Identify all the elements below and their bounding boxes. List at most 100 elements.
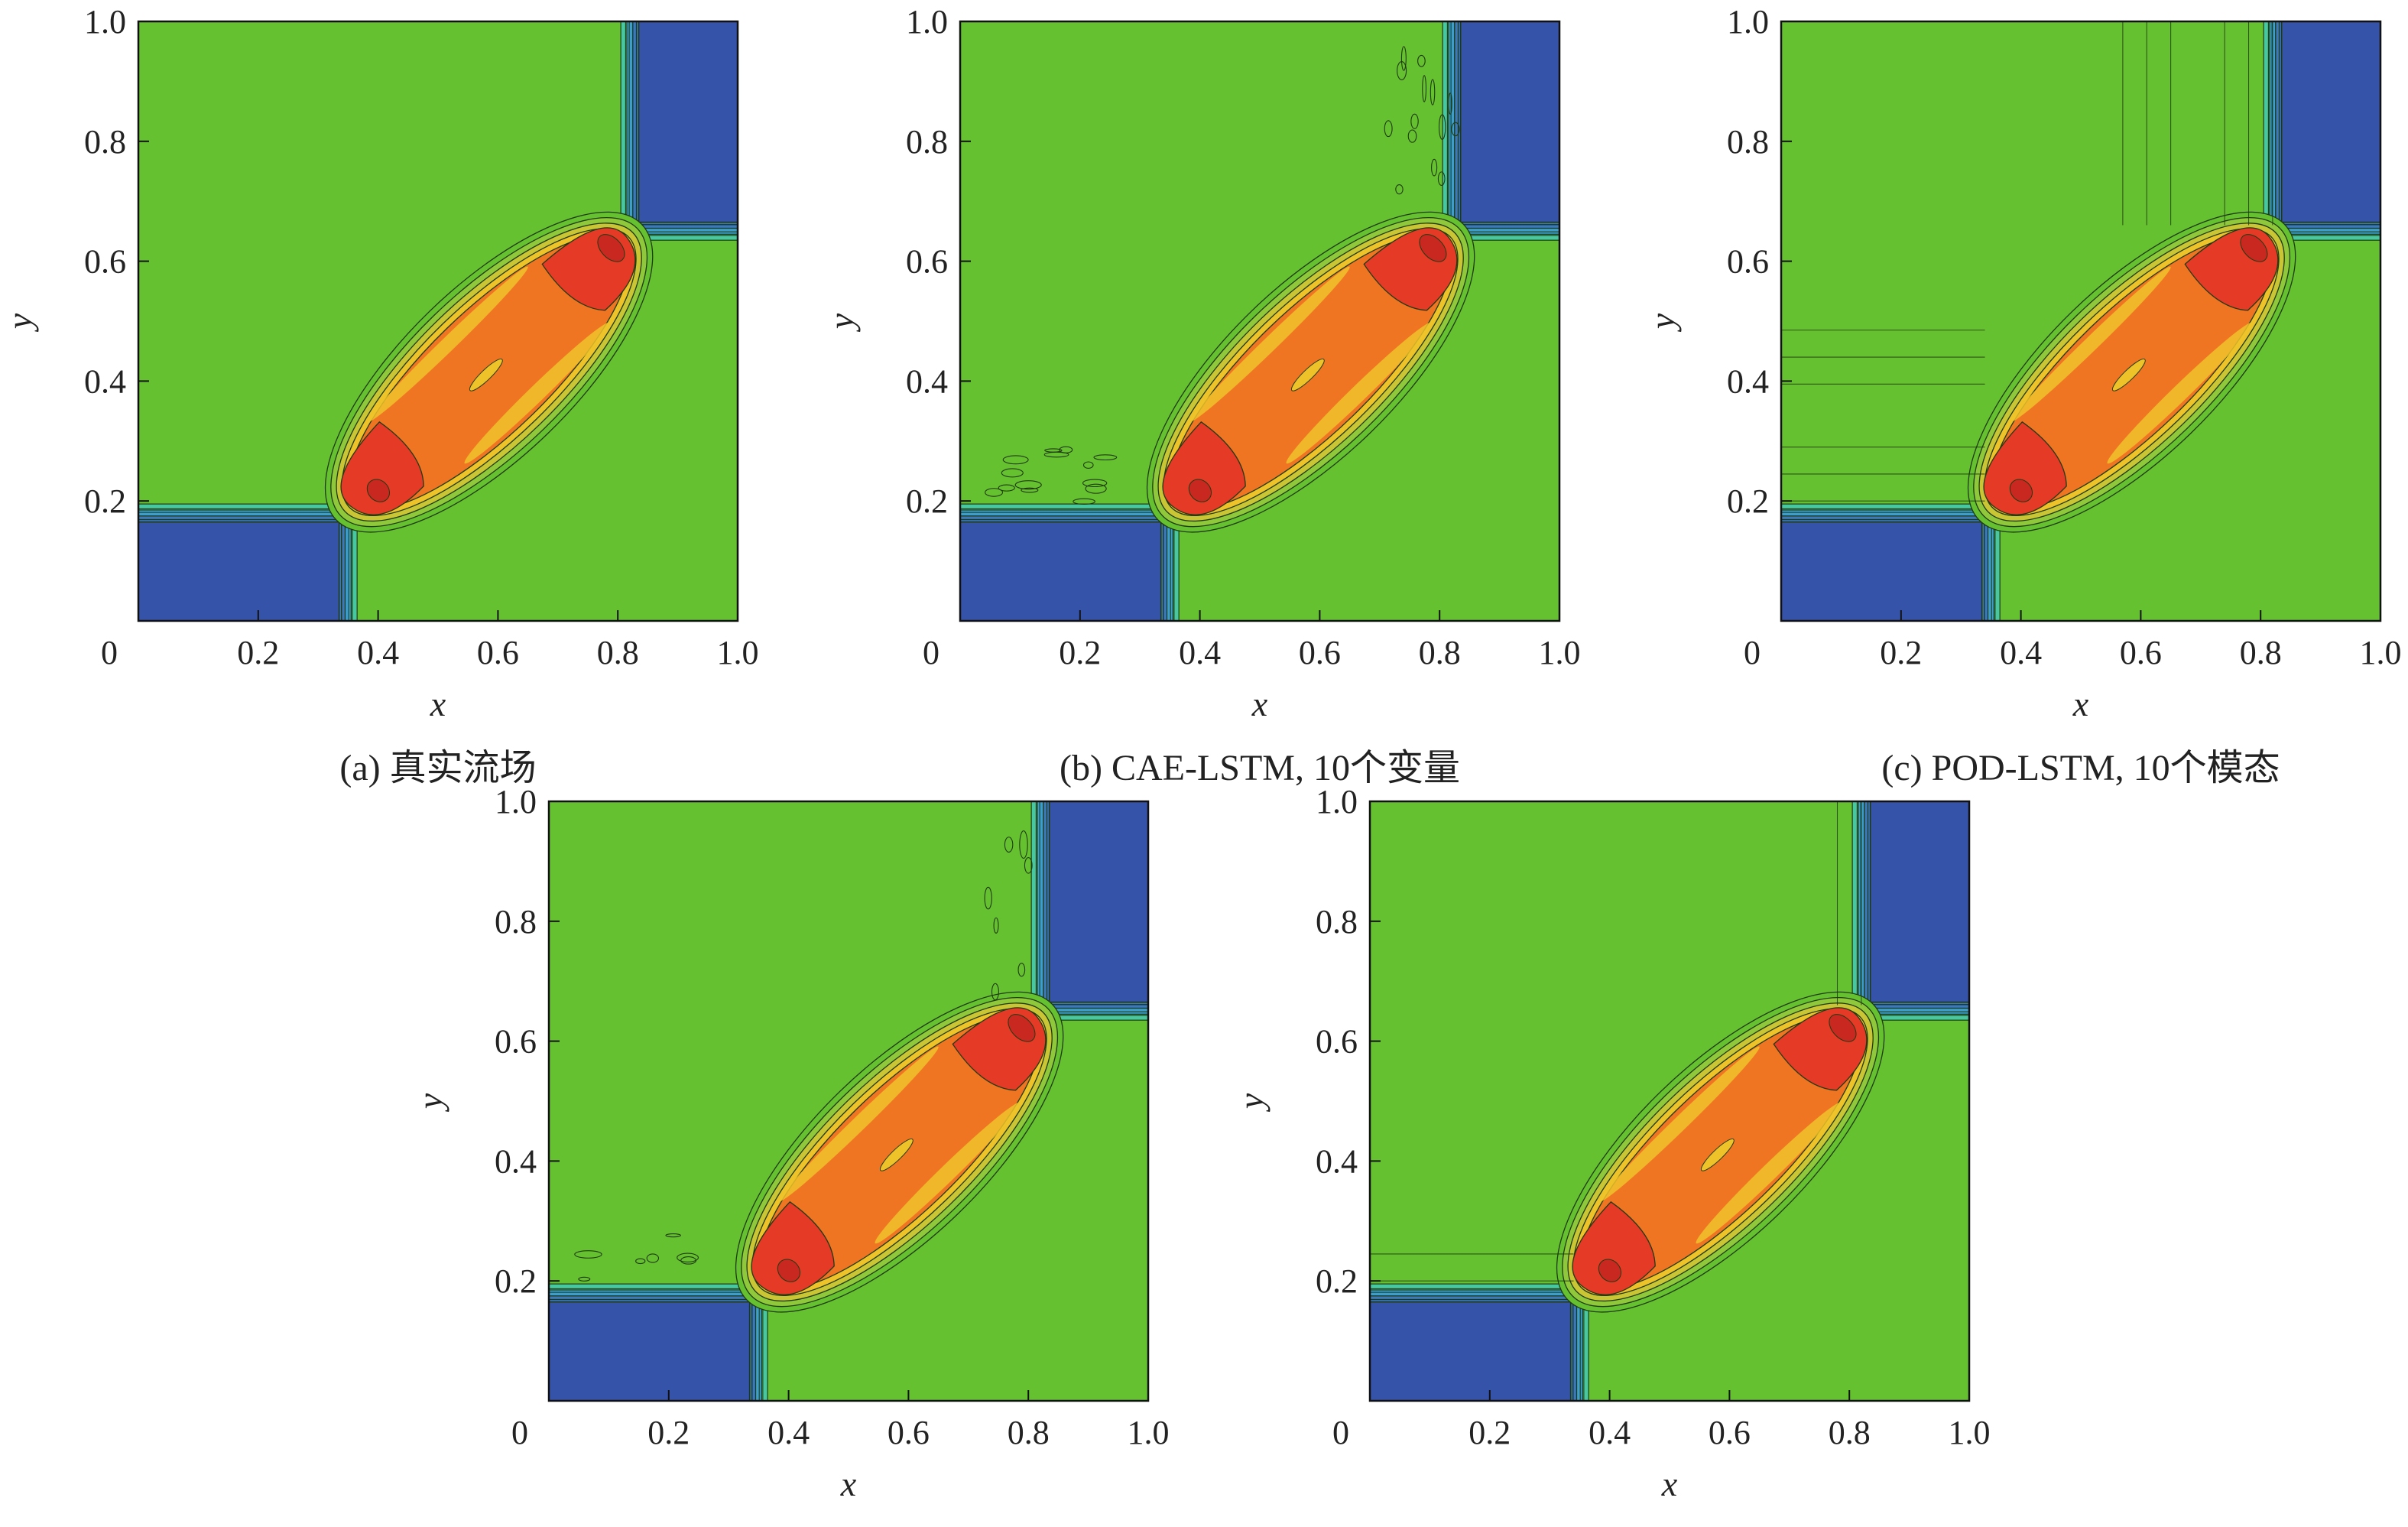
noise-artifact <box>985 488 1004 497</box>
noise-artifact <box>1417 54 1426 67</box>
x-tick-label: 0 <box>1744 634 1761 671</box>
x-tick-label: 0.6 <box>1709 1414 1751 1451</box>
peak-core-lower <box>1188 479 1212 502</box>
noise-artifact <box>1438 114 1446 140</box>
y-tick-label: 1.0 <box>1727 3 1769 41</box>
y-axis-label: y <box>0 313 39 332</box>
plot-frame <box>1368 800 1971 1402</box>
plot-area <box>549 801 1148 1401</box>
low-region-top-right <box>638 21 738 223</box>
y-tick-label: 0.4 <box>906 362 948 400</box>
y-tick-label: 0.4 <box>1316 1142 1358 1180</box>
noise-artifact <box>578 1276 591 1282</box>
y-tick-label: 1.0 <box>1316 783 1358 820</box>
lens-structure <box>735 991 1064 1313</box>
plot-area <box>960 21 1559 621</box>
contour-panel-b: 0 0.2 0.4 0.6 0.8 1.0 0.2 0.4 0.6 0.8 1.0 x y (b) CAE… <box>822 3 1581 788</box>
y-tick-label: 0.6 <box>1316 1023 1358 1061</box>
y-tick-label: 0.6 <box>1727 243 1769 281</box>
x-tick-label: 0.6 <box>888 1414 930 1451</box>
x-tick-label: 1.0 <box>1128 1414 1170 1451</box>
y-tick-label: 0.4 <box>495 1142 537 1180</box>
x-tick-label: 0.8 <box>2240 634 2282 671</box>
y-axis-label: y <box>1232 1093 1271 1112</box>
center-sliver <box>469 359 503 391</box>
center-sliver <box>1290 359 1325 391</box>
noise-artifact <box>1384 120 1393 138</box>
peak-core-upper <box>1829 1014 1857 1042</box>
peak-core-upper <box>597 234 625 262</box>
x-axis-label: x <box>1661 1464 1678 1503</box>
y-axis-label: y <box>1643 313 1682 332</box>
noise-artifact <box>1395 184 1404 195</box>
noise-artifact <box>1448 93 1452 115</box>
peak-core-lower <box>2009 479 2033 502</box>
peak-core-lower <box>1598 1259 1621 1282</box>
noise-artifact <box>984 886 992 910</box>
noise-artifact <box>1437 171 1446 187</box>
contour-panel-c: 0 0.2 0.4 0.6 0.8 1.0 0.2 0.4 0.6 0.8 1.0 x y (c) POD… <box>1643 3 2402 788</box>
noise-artifact <box>1085 483 1107 494</box>
low-region-bottom-left <box>138 521 340 621</box>
low-region-top-right <box>1869 801 1969 1003</box>
noise-artifact <box>1004 837 1014 853</box>
x-tick-label: 1.0 <box>1539 634 1581 671</box>
yellow-band <box>1286 322 1433 464</box>
lens-structure <box>1146 211 1475 533</box>
x-tick-label: 0 <box>923 634 940 671</box>
noise-artifact <box>1422 75 1427 102</box>
plot-area <box>1781 21 2380 621</box>
yellow-band <box>2107 322 2254 464</box>
noise-artifact <box>1021 487 1039 493</box>
noise-artifact <box>1017 963 1026 977</box>
yellow-band <box>1599 1046 1760 1202</box>
y-tick-label: 0.4 <box>84 362 126 400</box>
low-region-top-right <box>1459 21 1559 223</box>
peak-region-lower <box>751 1200 835 1295</box>
x-tick-label: 0.2 <box>1880 634 1922 671</box>
x-tick-label: 0.4 <box>2000 634 2042 671</box>
noise-artifact <box>1407 129 1417 143</box>
low-region-bottom-left <box>1781 521 1983 621</box>
x-tick-label: 0.6 <box>1299 634 1341 671</box>
y-tick-label: 1.0 <box>84 3 126 41</box>
plot-area <box>1370 801 1969 1401</box>
noise-artifact <box>1001 468 1024 478</box>
yellow-band <box>368 266 528 422</box>
center-sliver <box>1700 1139 1735 1171</box>
peak-region-lower <box>1983 421 2067 515</box>
y-tick-label: 0.8 <box>1316 903 1358 941</box>
noise-artifact <box>635 1258 646 1265</box>
y-tick-label: 0.2 <box>1727 482 1769 520</box>
noise-artifact <box>1014 480 1042 490</box>
lens-structure <box>324 211 654 533</box>
x-axis-label: x <box>840 1464 857 1503</box>
peak-region-lower <box>1572 1200 1656 1295</box>
contour-panel-e: 00.20.40.60.81.00.20.40.60.81.0xy(e) POD… <box>1232 783 1991 1503</box>
x-axis-label: x <box>2072 684 2089 723</box>
peak-core-lower <box>366 479 390 502</box>
x-tick-label: 0.8 <box>1008 1414 1050 1451</box>
y-tick-label: 0.8 <box>1727 123 1769 161</box>
yellow-band <box>2010 266 2171 422</box>
noise-artifact <box>680 1256 696 1265</box>
peak-core-lower <box>777 1259 800 1282</box>
x-tick-label: 0.8 <box>1829 1414 1871 1451</box>
y-tick-label: 0.2 <box>906 482 948 520</box>
noise-artifact <box>1082 461 1094 469</box>
noise-artifact <box>993 917 999 934</box>
low-region-bottom-left <box>960 521 1162 621</box>
low-region-bottom-left <box>549 1301 751 1401</box>
yellow-band <box>1189 266 1350 422</box>
y-tick-label: 0.8 <box>84 123 126 161</box>
peak-core-upper <box>1419 234 1447 262</box>
x-axis-label: x <box>1251 684 1268 723</box>
yellow-band <box>1696 1102 1842 1244</box>
peak-core-upper <box>1008 1014 1036 1042</box>
y-tick-label: 0.8 <box>906 123 948 161</box>
contour-panel-d: 00.20.40.60.81.00.20.40.60.81.0xy(d) CAE… <box>411 783 1170 1503</box>
low-region-bottom-left <box>1370 1301 1572 1401</box>
noise-artifact <box>1431 158 1438 177</box>
peak-region-lower <box>340 421 424 515</box>
noise-artifact <box>1082 479 1108 488</box>
